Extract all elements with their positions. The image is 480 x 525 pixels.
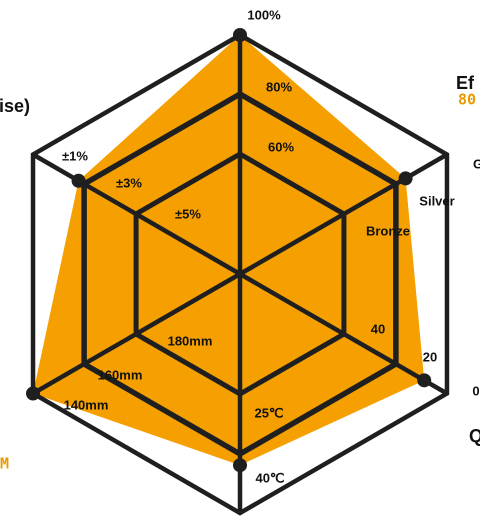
tick-upper-left-1: ±1% (62, 148, 88, 163)
data-point-upper-left (72, 174, 86, 188)
axis-title-upper-left: ise) (0, 96, 30, 116)
tick-upper-left-3: ±5% (175, 206, 201, 221)
tick-top-1: 100% (247, 7, 281, 22)
data-point-lower-left (26, 387, 40, 401)
axis-value-lower-left: M (0, 455, 9, 473)
data-point-lower-right (417, 373, 431, 387)
tick-top-2: 80% (266, 79, 292, 94)
tick-lower-right-3: 40 (371, 321, 385, 336)
tick-top-3: 60% (268, 139, 294, 154)
tick-bottom-1: 40℃ (255, 470, 284, 485)
tick-lower-left-2: 160mm (98, 367, 143, 382)
tick-upper-right-1: G (473, 156, 480, 171)
tick-lower-left-1: 140mm (64, 397, 109, 412)
tick-bottom-2: 25℃ (254, 405, 283, 420)
tick-lower-left-3: 180mm (168, 333, 213, 348)
tick-upper-left-2: ±3% (116, 175, 142, 190)
axis-value-upper-right: 80 (458, 91, 476, 109)
tick-upper-right-2: Silver (419, 193, 454, 208)
data-point-bottom (233, 458, 247, 472)
tick-upper-right-3: Bronze (366, 223, 410, 238)
data-point-top (233, 28, 247, 42)
data-point-upper-right (399, 171, 413, 185)
tick-lower-right-2: 20 (423, 349, 437, 364)
axis-title-lower-right: Q (469, 426, 480, 446)
tick-lower-right-1: 0 (472, 383, 479, 398)
